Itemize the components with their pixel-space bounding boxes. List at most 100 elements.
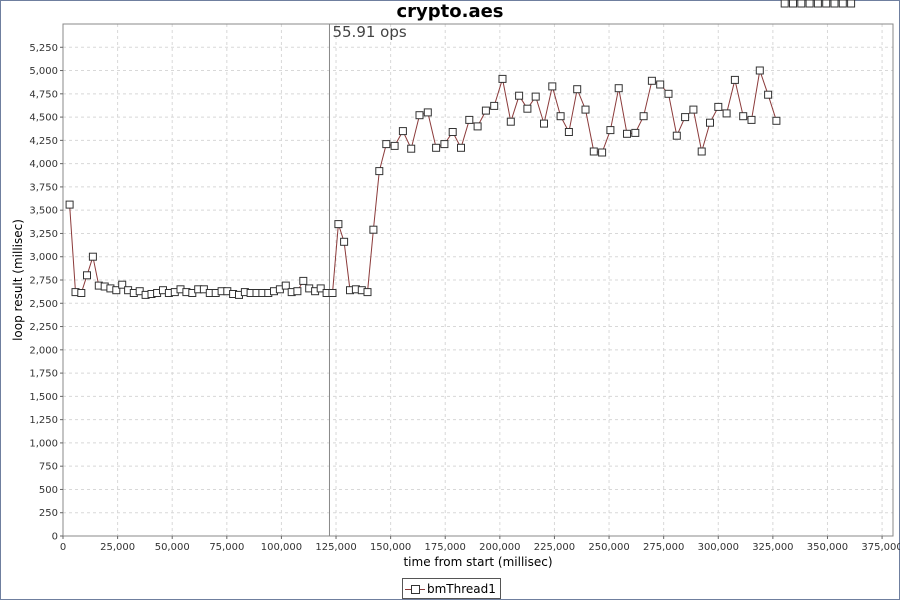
x-tick-label: 375,000 [861, 542, 900, 553]
x-tick-label: 25,000 [100, 542, 135, 553]
data-point [764, 90, 773, 99]
data-point [697, 147, 706, 156]
data-point [363, 288, 372, 297]
data-point [340, 237, 349, 246]
data-point [293, 287, 302, 296]
data-point [813, 0, 822, 8]
data-point [739, 112, 748, 121]
data-point [481, 106, 490, 115]
y-tick-label: 3,750 [29, 182, 58, 193]
y-axis-label: loop result (millisec) [11, 219, 25, 341]
data-point [112, 286, 121, 295]
y-tick-label: 4,250 [29, 136, 58, 147]
data-point [83, 271, 91, 280]
x-tick-label: 75,000 [209, 542, 244, 553]
x-tick-label: 0 [60, 542, 66, 553]
data-point [681, 113, 690, 122]
y-tick-label: 4,500 [29, 113, 58, 124]
data-point [465, 115, 474, 124]
series-line [69, 70, 777, 296]
data-point [689, 105, 698, 114]
data-point [407, 144, 416, 153]
x-tick-label: 150,000 [370, 542, 411, 553]
data-point [448, 128, 457, 136]
x-tick-label: 250,000 [588, 542, 629, 553]
data-point [498, 74, 507, 83]
data-point [573, 85, 582, 94]
y-tick-label: 1,250 [29, 415, 58, 426]
data-point [564, 128, 573, 136]
y-tick-label: 4,750 [29, 89, 58, 100]
x-tick-label: 300,000 [698, 542, 739, 553]
data-point [369, 225, 378, 234]
data-point [664, 89, 673, 98]
data-point [299, 276, 308, 285]
y-tick-label: 3,250 [29, 229, 58, 240]
x-tick-label: 200,000 [479, 542, 520, 553]
marker-line-label: 55.91 ops [332, 23, 406, 41]
y-tick-label: 3,500 [29, 206, 58, 217]
data-point [415, 111, 424, 120]
data-point [606, 126, 615, 135]
data-point [423, 108, 432, 117]
x-axis-label: time from start (millisec) [403, 555, 552, 569]
data-point [589, 147, 598, 156]
data-point [540, 119, 548, 128]
y-tick-label: 3,000 [29, 252, 58, 263]
legend: bmThread1 [402, 578, 501, 599]
data-point [334, 220, 343, 229]
data-point [328, 289, 337, 297]
y-tick-label: 2,750 [29, 276, 58, 287]
data-point [639, 112, 648, 121]
data-point [523, 104, 532, 113]
data-point [65, 200, 74, 209]
y-tick-label: 4,000 [29, 159, 58, 170]
y-tick-label: 2,250 [29, 322, 58, 333]
data-point [118, 280, 127, 289]
data-point [440, 140, 449, 149]
y-tick-label: 500 [39, 485, 58, 496]
marker-line-group: 55.91 ops [328, 23, 407, 536]
y-tick-label: 750 [39, 462, 58, 473]
chart-title: crypto.aes [396, 1, 504, 22]
y-tick-label: 250 [39, 508, 58, 519]
x-tick-label: 350,000 [807, 542, 848, 553]
legend-swatch-icon [405, 583, 425, 595]
x-tick-label: 100,000 [261, 542, 302, 553]
data-point [747, 115, 756, 124]
data-point [706, 118, 714, 127]
data-point [647, 76, 656, 85]
data-point [598, 148, 607, 157]
y-tick-label: 2,500 [29, 299, 58, 310]
data-point [847, 0, 856, 8]
data-point [830, 0, 839, 8]
data-point [805, 0, 814, 8]
data-point [581, 105, 590, 114]
x-tick-label: 275,000 [643, 542, 684, 553]
data-point [614, 84, 623, 93]
y-tick-label: 1,750 [29, 369, 58, 380]
data-point [631, 128, 640, 137]
data-point [490, 101, 499, 110]
data-point [623, 129, 631, 138]
x-tick-label: 125,000 [315, 542, 356, 553]
data-point [375, 167, 384, 176]
series-group [65, 0, 856, 299]
data-point [797, 0, 806, 8]
data-point [822, 0, 831, 8]
grid [62, 24, 893, 537]
data-point [722, 109, 731, 118]
x-tick-label: 225,000 [534, 542, 575, 553]
data-point [838, 0, 847, 8]
data-point [789, 0, 797, 8]
data-point [714, 102, 723, 111]
data-point [77, 289, 86, 297]
data-point [672, 131, 681, 140]
data-point [531, 92, 540, 101]
x-tick-label: 175,000 [425, 542, 466, 553]
data-point [281, 281, 290, 290]
data-point [556, 112, 565, 121]
data-point [780, 0, 789, 8]
data-point [88, 252, 97, 261]
